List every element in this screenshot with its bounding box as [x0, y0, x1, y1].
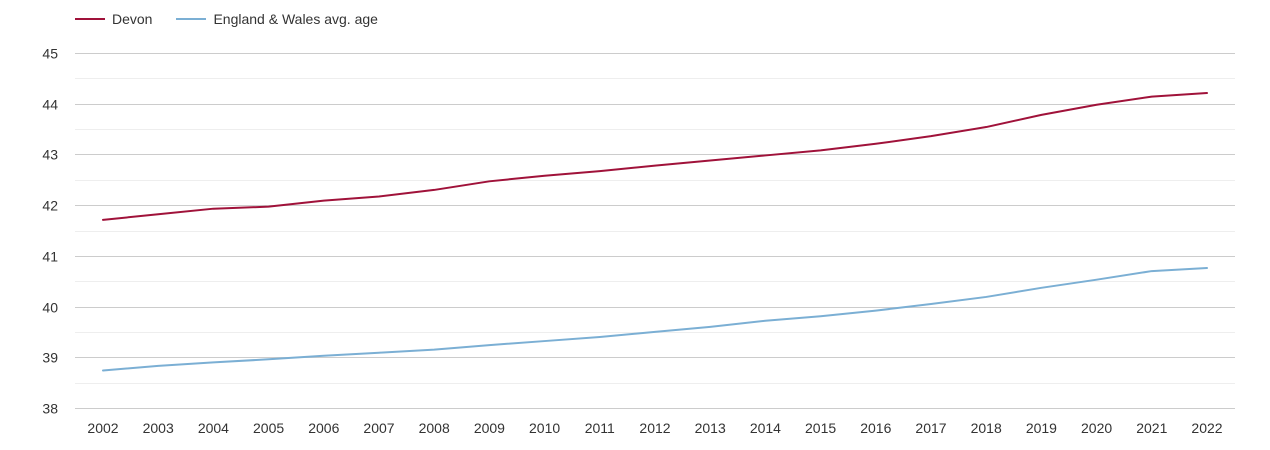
x-tick-label-2014: 2014: [750, 420, 781, 436]
x-tick-label-2018: 2018: [971, 420, 1002, 436]
legend-swatch-devon: [75, 18, 105, 20]
x-tick-label-2003: 2003: [143, 420, 174, 436]
axis-layer: 38 39 40 41 42 43 44 45 2002 2003 2004 2005 2006 2007…: [42, 46, 1222, 437]
x-tick-label-2004: 2004: [198, 420, 229, 436]
y-tick-label-39: 39: [42, 350, 58, 366]
x-tick-label-2019: 2019: [1026, 420, 1057, 436]
series-layer: [102, 92, 1208, 372]
x-tick-label-2006: 2006: [308, 420, 339, 436]
x-tick-label-2007: 2007: [363, 420, 394, 436]
legend-item-england-wales[interactable]: England & Wales avg. age: [176, 11, 378, 27]
x-tick-label-2020: 2020: [1081, 420, 1112, 436]
y-tick-label-41: 41: [42, 249, 58, 265]
x-tick-label-2010: 2010: [529, 420, 560, 436]
y-tick-label-42: 42: [42, 198, 58, 214]
x-tick-label-2017: 2017: [915, 420, 946, 436]
y-tick-label-45: 45: [42, 46, 58, 62]
grid-layer: [75, 53, 1235, 409]
series-line-england-wales: [102, 267, 1208, 372]
y-tick-label-40: 40: [42, 300, 58, 316]
series-line-devon: [102, 92, 1208, 221]
x-tick-label-2013: 2013: [695, 420, 726, 436]
x-tick-label-2016: 2016: [860, 420, 891, 436]
x-tick-label-2002: 2002: [87, 420, 118, 436]
x-tick-label-2009: 2009: [474, 420, 505, 436]
x-tick-label-2012: 2012: [639, 420, 670, 436]
x-tick-label-2021: 2021: [1136, 420, 1167, 436]
x-tick-label-2015: 2015: [805, 420, 836, 436]
x-tick-label-2008: 2008: [419, 420, 450, 436]
chart-legend: Devon England & Wales avg. age: [75, 9, 402, 29]
y-tick-label-43: 43: [42, 147, 58, 163]
legend-label-england-wales: England & Wales avg. age: [213, 11, 378, 27]
y-tick-label-44: 44: [42, 97, 58, 113]
y-tick-label-38: 38: [42, 401, 58, 417]
legend-swatch-england-wales: [176, 18, 207, 20]
x-tick-label-2022: 2022: [1191, 420, 1222, 436]
x-tick-label-2011: 2011: [585, 420, 615, 436]
x-tick-label-2005: 2005: [253, 420, 284, 436]
legend-item-devon[interactable]: Devon: [75, 11, 152, 27]
legend-label-devon: Devon: [112, 11, 153, 27]
